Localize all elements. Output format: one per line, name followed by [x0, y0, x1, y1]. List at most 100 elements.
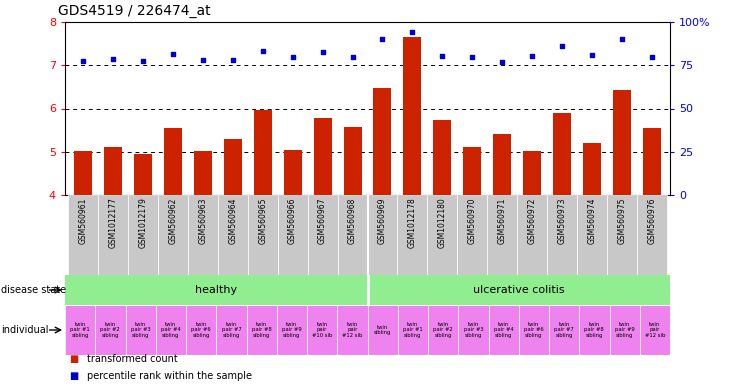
- Bar: [553, 113, 571, 195]
- Text: twin
pair #8
sibling: twin pair #8 sibling: [585, 322, 604, 338]
- Text: twin
pair #8
sibling: twin pair #8 sibling: [252, 322, 272, 338]
- Bar: [613, 90, 631, 195]
- Text: GSM560969: GSM560969: [378, 197, 387, 244]
- Text: ■: ■: [69, 371, 78, 381]
- Bar: [337, 305, 367, 355]
- Point: [466, 55, 478, 61]
- Bar: [128, 195, 158, 275]
- Bar: [65, 275, 367, 305]
- Bar: [277, 305, 307, 355]
- Text: GSM560967: GSM560967: [318, 197, 327, 244]
- Bar: [458, 195, 488, 275]
- Bar: [518, 195, 548, 275]
- Bar: [464, 147, 481, 195]
- Text: transformed count: transformed count: [87, 354, 177, 364]
- Bar: [404, 37, 421, 195]
- Point: [496, 59, 508, 65]
- Text: twin
pair #1
sibling: twin pair #1 sibling: [403, 322, 423, 338]
- Text: GSM1012180: GSM1012180: [438, 197, 447, 248]
- Bar: [164, 128, 182, 195]
- Bar: [367, 195, 397, 275]
- Bar: [397, 195, 427, 275]
- Text: individual: individual: [1, 325, 49, 335]
- Bar: [488, 195, 518, 275]
- Text: twin
pair
#10 sib: twin pair #10 sib: [312, 322, 332, 338]
- Point: [526, 53, 538, 59]
- Bar: [126, 305, 155, 355]
- Text: GSM560970: GSM560970: [468, 197, 477, 244]
- Bar: [548, 195, 577, 275]
- Point: [77, 58, 89, 64]
- Bar: [434, 120, 451, 195]
- Text: GSM560974: GSM560974: [588, 197, 596, 244]
- Bar: [155, 305, 186, 355]
- Point: [347, 53, 358, 60]
- Point: [167, 51, 179, 58]
- Bar: [549, 305, 579, 355]
- Bar: [314, 118, 331, 195]
- Bar: [398, 305, 428, 355]
- Bar: [488, 305, 519, 355]
- Bar: [610, 305, 639, 355]
- Bar: [307, 305, 337, 355]
- Text: GSM560971: GSM560971: [498, 197, 507, 244]
- Text: GSM560962: GSM560962: [169, 197, 177, 244]
- Bar: [284, 150, 301, 195]
- Point: [287, 55, 299, 61]
- Text: healthy: healthy: [195, 285, 237, 295]
- Bar: [186, 305, 216, 355]
- Bar: [607, 195, 637, 275]
- Bar: [583, 143, 601, 195]
- Text: GSM560964: GSM560964: [228, 197, 237, 244]
- Bar: [428, 305, 458, 355]
- Text: GDS4519 / 226474_at: GDS4519 / 226474_at: [58, 4, 210, 18]
- Bar: [158, 195, 188, 275]
- Bar: [247, 305, 277, 355]
- Text: GSM560976: GSM560976: [648, 197, 656, 244]
- Bar: [247, 195, 277, 275]
- Text: percentile rank within the sample: percentile rank within the sample: [87, 371, 252, 381]
- Text: twin
pair #9
sibling: twin pair #9 sibling: [282, 322, 301, 338]
- Text: twin
pair #1
sibling: twin pair #1 sibling: [70, 322, 90, 338]
- Text: twin
pair #7
sibling: twin pair #7 sibling: [554, 322, 574, 338]
- Point: [197, 57, 209, 63]
- Bar: [519, 305, 549, 355]
- Text: twin
pair #9
sibling: twin pair #9 sibling: [615, 322, 634, 338]
- Text: twin
pair #6
sibling: twin pair #6 sibling: [191, 322, 211, 338]
- Bar: [493, 134, 511, 195]
- Point: [227, 57, 239, 63]
- Text: GSM560975: GSM560975: [618, 197, 626, 244]
- Bar: [254, 110, 272, 195]
- Point: [317, 49, 328, 55]
- Text: GSM560972: GSM560972: [528, 197, 537, 244]
- Bar: [188, 195, 218, 275]
- Bar: [74, 151, 92, 195]
- Text: twin
pair #3
sibling: twin pair #3 sibling: [464, 322, 483, 338]
- Text: GSM560963: GSM560963: [199, 197, 207, 244]
- Bar: [216, 305, 247, 355]
- Bar: [344, 127, 361, 195]
- Point: [616, 36, 628, 42]
- Text: GSM1012178: GSM1012178: [408, 197, 417, 248]
- Text: twin
pair
#12 sib: twin pair #12 sib: [645, 322, 665, 338]
- Text: GSM1012179: GSM1012179: [139, 197, 147, 248]
- Point: [377, 36, 388, 42]
- Text: twin
pair #7
sibling: twin pair #7 sibling: [221, 322, 241, 338]
- Text: twin
pair #3
sibling: twin pair #3 sibling: [131, 322, 150, 338]
- Text: ■: ■: [69, 354, 78, 364]
- Bar: [637, 195, 667, 275]
- Bar: [65, 305, 95, 355]
- Text: GSM560965: GSM560965: [258, 197, 267, 244]
- Text: ulcerative colitis: ulcerative colitis: [473, 285, 564, 295]
- Bar: [104, 147, 122, 195]
- Point: [407, 28, 418, 35]
- Bar: [427, 195, 458, 275]
- Point: [437, 53, 448, 59]
- Bar: [95, 305, 126, 355]
- Point: [137, 58, 149, 64]
- Bar: [639, 305, 670, 355]
- Bar: [523, 151, 541, 195]
- Point: [257, 48, 269, 55]
- Text: twin
pair #6
sibling: twin pair #6 sibling: [524, 322, 544, 338]
- Text: twin
pair #2
sibling: twin pair #2 sibling: [433, 322, 453, 338]
